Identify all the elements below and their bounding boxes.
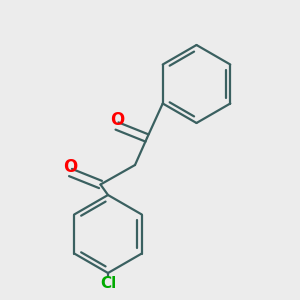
Text: Cl: Cl xyxy=(100,276,116,291)
Text: O: O xyxy=(63,158,78,175)
Text: O: O xyxy=(110,111,124,129)
